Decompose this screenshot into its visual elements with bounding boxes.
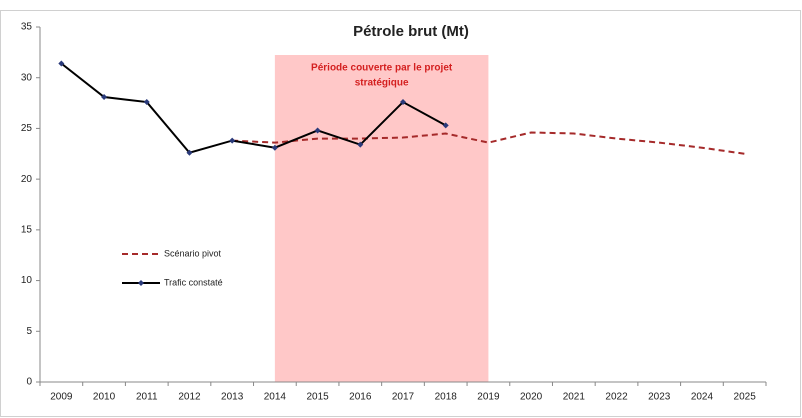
legend-marker bbox=[138, 280, 144, 286]
x-tick-label: 2025 bbox=[734, 392, 757, 403]
series-marker bbox=[186, 149, 193, 156]
x-tick-label: 2016 bbox=[349, 392, 372, 403]
series-marker bbox=[101, 93, 108, 100]
x-tick-label: 2014 bbox=[264, 392, 287, 403]
x-tick-label: 2018 bbox=[435, 392, 458, 403]
y-tick-label: 10 bbox=[21, 275, 33, 286]
series-marker bbox=[400, 99, 406, 106]
x-tick-label: 2021 bbox=[563, 392, 586, 403]
series-marker bbox=[58, 60, 65, 67]
x-tick-label: 2020 bbox=[520, 392, 543, 403]
y-tick-label: 20 bbox=[21, 174, 33, 185]
series-marker bbox=[314, 127, 321, 134]
x-tick-label: 2013 bbox=[221, 392, 244, 403]
x-tick-label: 2012 bbox=[178, 392, 201, 403]
y-tick-label: 5 bbox=[26, 326, 32, 337]
series-line bbox=[60, 62, 447, 154]
y-tick-label: 30 bbox=[21, 72, 33, 83]
x-tick-label: 2023 bbox=[648, 392, 671, 403]
series-marker bbox=[143, 99, 150, 106]
x-tick-label: 2017 bbox=[392, 392, 415, 403]
legend-label: Scénario pivot bbox=[164, 248, 222, 258]
y-tick-label: 25 bbox=[21, 123, 33, 134]
y-tick-label: 35 bbox=[21, 22, 33, 33]
legend-label: Trafic constaté bbox=[164, 277, 223, 287]
series-marker bbox=[271, 144, 278, 151]
series-marker bbox=[357, 141, 364, 148]
x-tick-label: 2019 bbox=[477, 392, 500, 403]
x-tick-label: 2009 bbox=[50, 392, 73, 403]
x-tick-label: 2022 bbox=[605, 392, 628, 403]
series-marker bbox=[442, 122, 449, 129]
chart-title: Pétrole brut (Mt) bbox=[353, 23, 469, 40]
highlight-label: stratégique bbox=[355, 78, 409, 89]
x-tick-label: 2010 bbox=[93, 392, 116, 403]
y-tick-label: 15 bbox=[21, 224, 33, 235]
series-line bbox=[232, 131, 745, 155]
x-tick-label: 2024 bbox=[691, 392, 714, 403]
highlight-band bbox=[274, 55, 489, 382]
y-tick-label: 0 bbox=[26, 377, 32, 388]
series-marker bbox=[229, 137, 236, 144]
x-tick-label: 2011 bbox=[136, 392, 158, 403]
x-tick-label: 2015 bbox=[306, 392, 329, 403]
highlight-label: Période couverte par le projet bbox=[311, 63, 453, 74]
